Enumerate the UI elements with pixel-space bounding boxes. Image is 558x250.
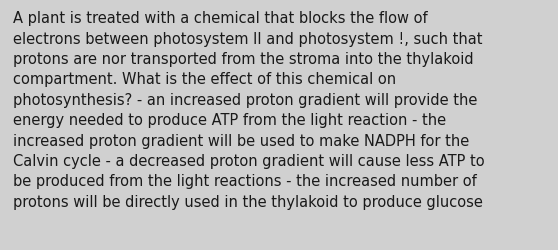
Text: A plant is treated with a chemical that blocks the flow of
electrons between pho: A plant is treated with a chemical that … bbox=[13, 11, 484, 209]
